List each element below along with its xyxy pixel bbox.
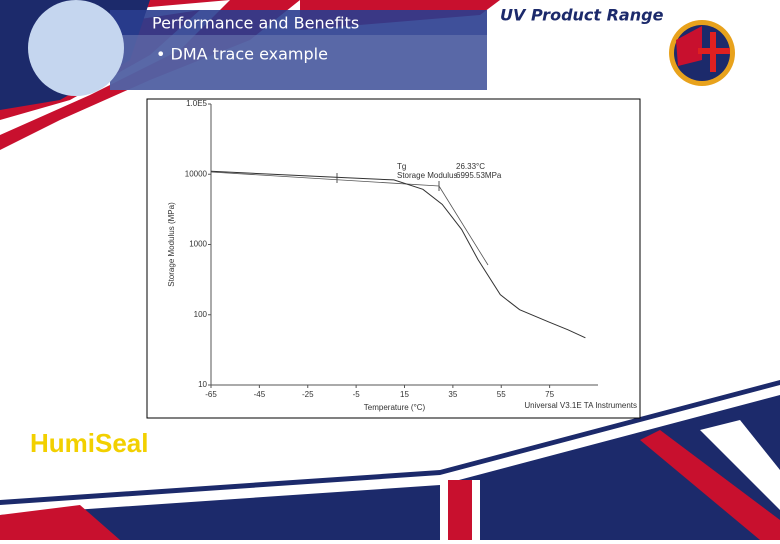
header-band (110, 35, 487, 90)
flag-stripe (0, 385, 780, 515)
x-tick-label: -45 (254, 390, 266, 399)
flag-stripe (0, 505, 120, 540)
y-tick-label: 100 (194, 310, 208, 319)
footer: Universal V3.1E TA Instruments (524, 401, 637, 410)
y-tick-label: 1000 (189, 240, 207, 249)
x-tick-label: 75 (545, 390, 554, 399)
flag-stripe (700, 420, 780, 510)
y-tick-label: 10000 (185, 169, 208, 178)
y-tick-label: 1.0E5 (186, 99, 207, 108)
product-title: UV Product Range (500, 6, 664, 25)
annotation: Tg (397, 162, 406, 171)
badge-flag (676, 26, 702, 66)
annotation: 26.33°C (456, 162, 485, 171)
decor-circle (28, 0, 124, 96)
x-axis-label: Temperature (°C) (364, 403, 426, 412)
y-tick-label: 10 (198, 380, 207, 389)
header-title: Performance and Benefits (152, 14, 359, 33)
x-tick-label: 35 (448, 390, 457, 399)
x-tick-label: -5 (353, 390, 361, 399)
flag-stripe (640, 430, 780, 540)
y-axis-label: Storage Modulus (MPa) (167, 202, 176, 287)
header-bullet: • DMA trace example (156, 45, 328, 64)
x-tick-label: -65 (205, 390, 217, 399)
logo: HumiSeal (30, 428, 149, 458)
x-tick-label: -25 (302, 390, 314, 399)
badge-cross (698, 48, 730, 54)
flag-stripe (448, 480, 472, 540)
plot: 10 100 1000 10000 1.0E5 -65 -45 -25 -5 15 35 55 75 Te… (167, 99, 637, 412)
annotation: Storage Modulus (397, 171, 457, 180)
chart-frame (146, 98, 641, 419)
x-tick-label: 55 (497, 390, 506, 399)
tangent (438, 185, 489, 266)
tangent (210, 171, 440, 187)
data-line (210, 170, 586, 339)
x-tick-label: 15 (400, 390, 409, 399)
annotation: 6995.53MPa (456, 171, 502, 180)
